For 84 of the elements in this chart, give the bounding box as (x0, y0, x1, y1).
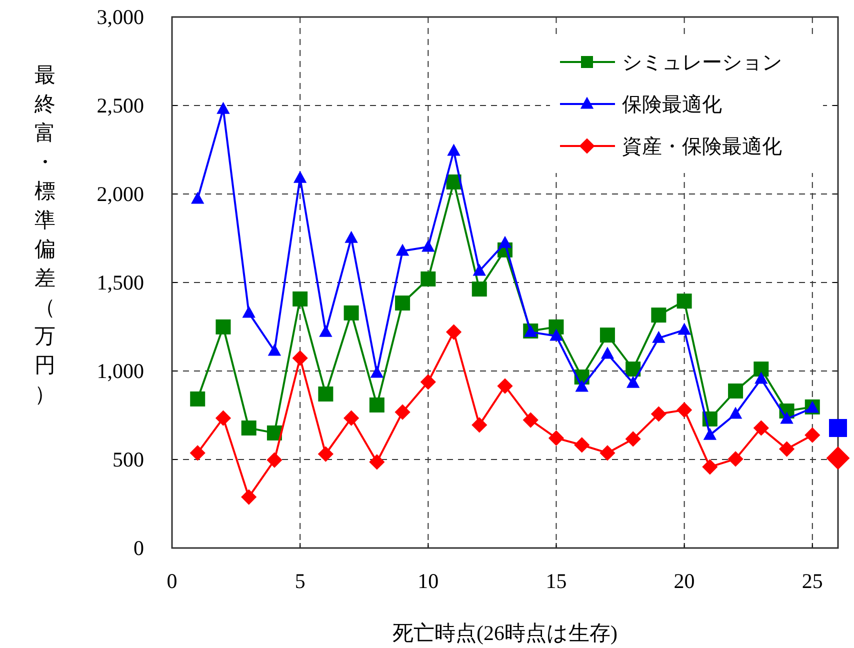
point (625, 431, 641, 447)
point (216, 319, 231, 334)
point (754, 362, 769, 377)
point (369, 454, 385, 470)
point (394, 404, 410, 420)
point (292, 350, 308, 366)
point (780, 412, 794, 424)
point (522, 412, 538, 428)
point (395, 296, 410, 311)
point (216, 102, 230, 114)
point (241, 489, 257, 505)
point (703, 428, 717, 440)
point (318, 446, 334, 462)
point (422, 240, 435, 252)
y-tick-label: 1,500 (96, 270, 144, 294)
legend-label: シミュレーション (622, 52, 782, 74)
point (575, 380, 588, 392)
point (472, 264, 486, 276)
point (266, 452, 282, 468)
point (344, 305, 359, 320)
point (548, 319, 564, 334)
point (676, 294, 692, 309)
point (293, 170, 307, 183)
x-tick-label: 0 (166, 569, 178, 593)
point (626, 376, 640, 388)
point (266, 425, 282, 440)
point (344, 230, 358, 243)
point (396, 244, 410, 256)
point (753, 420, 769, 436)
point (754, 372, 768, 384)
point (191, 192, 204, 204)
point (728, 384, 744, 398)
point (242, 306, 256, 318)
point (728, 451, 744, 467)
point (447, 144, 460, 156)
y-tick-label: 500 (112, 448, 144, 472)
text: 最終富・標準偏差（万円） (34, 63, 56, 406)
point (268, 344, 282, 356)
x-tick-label: 10 (418, 569, 439, 593)
point (190, 391, 206, 406)
point (446, 324, 462, 340)
point (804, 427, 820, 443)
point (548, 430, 564, 446)
x-tick-label: 25 (802, 569, 823, 593)
point (369, 397, 384, 412)
point (215, 410, 232, 426)
point (728, 406, 742, 419)
y-tick-label: 0 (134, 536, 144, 560)
point (778, 441, 795, 457)
y-tick-label: 2,500 (96, 94, 144, 118)
x-tick-label: 20 (674, 569, 695, 593)
point (651, 308, 666, 323)
y-tick-label: 2,000 (96, 182, 144, 206)
point (472, 417, 488, 433)
y-tick-label: 3,000 (96, 5, 144, 29)
point (370, 366, 384, 378)
point (241, 420, 256, 436)
point (420, 271, 436, 286)
point (678, 322, 691, 335)
point (600, 445, 616, 461)
x-tick-label: 5 (294, 569, 306, 593)
point (574, 437, 590, 453)
point (420, 374, 436, 390)
point (472, 282, 487, 297)
point (319, 324, 332, 337)
point (626, 362, 641, 377)
point (702, 459, 718, 475)
point (498, 236, 512, 248)
point (600, 346, 614, 359)
point (550, 328, 563, 341)
point (318, 386, 334, 402)
point (190, 445, 206, 461)
point (344, 410, 360, 426)
point (676, 402, 692, 418)
legend-label: 資産・保険最適化 (622, 136, 782, 158)
point (497, 378, 513, 394)
legend-label: 保険最適化 (622, 94, 722, 116)
point (652, 330, 666, 343)
x-tick-label: 15 (546, 569, 567, 593)
point (292, 291, 308, 306)
point (650, 406, 666, 422)
x-axis-title: 死亡時点(26時点は生存) (392, 621, 618, 645)
point (600, 328, 615, 343)
y-tick-label: 1,000 (96, 359, 144, 383)
